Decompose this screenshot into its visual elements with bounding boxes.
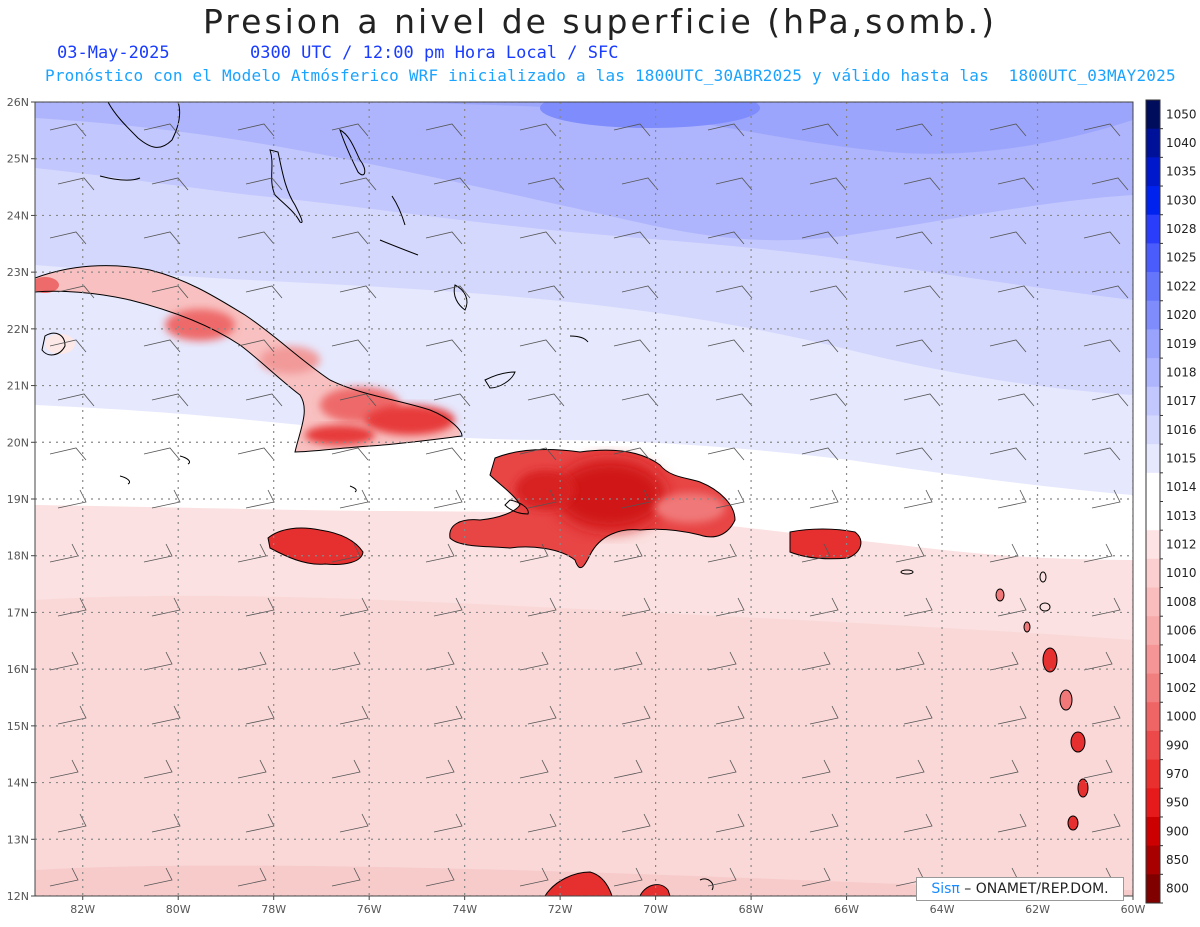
colorbar-swatch (1146, 444, 1160, 474)
colorbar-label: 1018 (1166, 365, 1197, 379)
colorbar-swatch (1146, 472, 1160, 502)
lon-tick-label: 78W (261, 903, 286, 916)
colorbar-swatch (1146, 157, 1160, 187)
lon-tick-label: 82W (70, 903, 95, 916)
coastlines (35, 102, 1089, 896)
plot-area (35, 102, 1133, 896)
colorbar-label: 1025 (1166, 251, 1197, 265)
credit-text: – ONAMET/REP.DOM. (959, 881, 1109, 897)
colorbar-label: 1014 (1166, 480, 1197, 494)
colorbar-label: 1004 (1166, 652, 1197, 666)
colorbar-label: 1002 (1166, 681, 1197, 695)
lon-tick-label: 62W (1025, 903, 1050, 916)
lon-tick-label: 80W (166, 903, 191, 916)
lat-tick-label: 18N (7, 550, 29, 563)
lon-tick-label: 60W (1121, 903, 1146, 916)
lat-tick-label: 20N (7, 436, 29, 449)
colorbar-label: 800 (1166, 882, 1189, 896)
colorbar-swatch (1146, 673, 1160, 703)
colorbar-label: 900 (1166, 824, 1189, 838)
lat-tick-label: 23N (7, 266, 29, 279)
colorbar-label: 1035 (1166, 165, 1197, 179)
colorbar-swatch (1146, 501, 1160, 531)
colorbar-swatch (1146, 702, 1160, 732)
lat-tick-label: 26N (7, 96, 29, 109)
colorbar-label: 1022 (1166, 279, 1197, 293)
colorbar-label: 1030 (1166, 193, 1197, 207)
colorbar-swatch (1146, 644, 1160, 675)
colorbar-swatch (1146, 243, 1160, 273)
colorbar-label: 1028 (1166, 222, 1197, 236)
colorbar-label: 1015 (1166, 451, 1197, 465)
colorbar: 1050 1040 1035 1030 1028 1025 1022 1020 1019 1018… (1145, 99, 1197, 904)
colorbar-swatch (1146, 358, 1160, 388)
lon-tick-label: 76W (357, 903, 382, 916)
colorbar-swatch (1146, 558, 1160, 589)
colorbar-label: 990 (1166, 738, 1189, 752)
lat-tick-label: 13N (7, 833, 29, 846)
colorbar-swatch (1146, 329, 1160, 359)
colorbar-swatch (1146, 730, 1160, 761)
colorbar-label: 850 (1166, 853, 1189, 867)
colorbar-swatch (1146, 587, 1160, 617)
lon-tick-label: 64W (930, 903, 955, 916)
colorbar-swatch (1146, 788, 1160, 818)
colorbar-swatch (1146, 386, 1160, 416)
lat-tick-label: 14N (7, 777, 29, 790)
lon-tick-label: 74W (452, 903, 477, 916)
colorbar-label: 1050 (1166, 107, 1197, 121)
lat-tick-label: 25N (7, 153, 29, 166)
lon-tick-label: 72W (548, 903, 573, 916)
lat-tick-label: 19N (7, 493, 29, 506)
colorbar-label: 1019 (1166, 337, 1197, 351)
forecast-time-info: 0300 UTC / 12:00 pm Hora Local / SFC (250, 43, 619, 63)
lon-tick-label: 66W (834, 903, 859, 916)
lat-tick-label: 21N (7, 380, 29, 393)
colorbar-swatch (1146, 845, 1160, 875)
colorbar-swatch (1146, 300, 1160, 330)
lon-tick-label: 68W (739, 903, 764, 916)
colorbar-label: 1017 (1166, 394, 1197, 408)
colorbar-swatch (1146, 128, 1160, 158)
colorbar-swatch (1146, 100, 1160, 130)
lat-tick-label: 12N (7, 890, 29, 903)
colorbar-label: 1000 (1166, 710, 1197, 724)
colorbar-swatch (1146, 530, 1160, 560)
forecast-model-info: Pronóstico con el Modelo Atmósferico WRF… (45, 66, 1176, 85)
colorbar-label: 1040 (1166, 136, 1197, 150)
land-pressure-shading (35, 265, 1088, 896)
lat-tick-label: 15N (7, 720, 29, 733)
lat-tick-label: 17N (7, 606, 29, 619)
colorbar-swatch (1146, 816, 1160, 847)
lat-tick-label: 24N (7, 209, 29, 222)
axes: 26N 25N 24N 23N 22N 21N 20N 19N 18N 17N 16N 15N 14N 1… (7, 96, 1146, 916)
sis-logo-text: Sisπ (931, 881, 960, 897)
wind-barbs (49, 123, 1129, 887)
colorbar-swatch (1146, 415, 1160, 445)
colorbar-label: 1013 (1166, 509, 1197, 523)
lon-tick-label: 70W (643, 903, 668, 916)
colorbar-label: 1020 (1166, 308, 1197, 322)
lat-lon-grid (35, 102, 1133, 896)
colorbar-label: 950 (1166, 796, 1189, 810)
lat-tick-label: 16N (7, 663, 29, 676)
forecast-date: 03-May-2025 (57, 43, 170, 63)
colorbar-label: 1016 (1166, 423, 1197, 437)
colorbar-swatch (1146, 214, 1160, 244)
colorbar-swatch (1146, 272, 1160, 302)
credit-box: Sisπ – ONAMET/REP.DOM. (916, 877, 1124, 901)
colorbar-swatch (1146, 186, 1160, 216)
colorbar-label: 1006 (1166, 624, 1197, 638)
colorbar-label: 1010 (1166, 566, 1197, 580)
lat-tick-label: 22N (7, 323, 29, 336)
chart-title: Presion a nivel de superficie (hPa,somb.… (202, 2, 998, 41)
colorbar-label: 970 (1166, 767, 1189, 781)
colorbar-swatch (1146, 874, 1160, 904)
colorbar-label: 1012 (1166, 538, 1197, 552)
colorbar-label: 1008 (1166, 595, 1197, 609)
colorbar-swatch (1146, 616, 1160, 646)
colorbar-swatch (1146, 759, 1160, 789)
